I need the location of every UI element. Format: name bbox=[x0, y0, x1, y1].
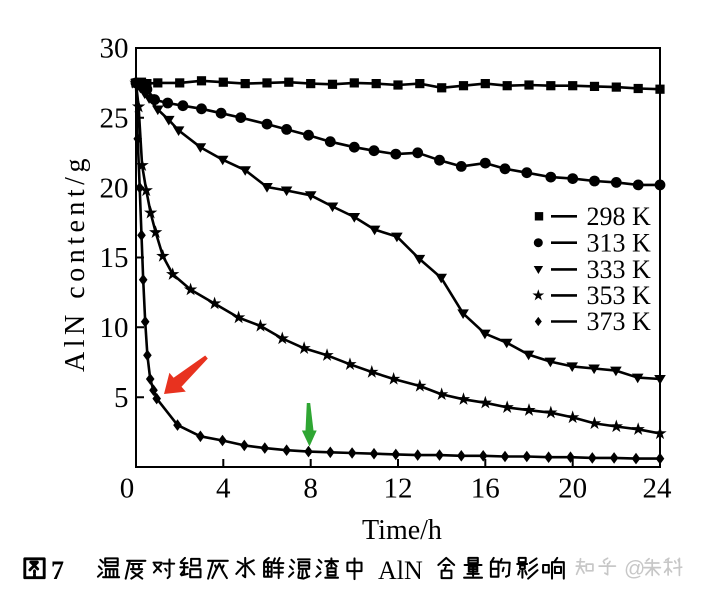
svg-text:7: 7 bbox=[51, 556, 64, 585]
svg-text:16: 16 bbox=[471, 473, 500, 505]
svg-text:313 K: 313 K bbox=[587, 228, 652, 257]
svg-text:5: 5 bbox=[114, 382, 129, 414]
svg-text:353 K: 353 K bbox=[587, 281, 652, 310]
svg-text:8: 8 bbox=[303, 473, 318, 505]
svg-text:10: 10 bbox=[100, 312, 129, 344]
svg-text:12: 12 bbox=[384, 473, 413, 505]
svg-text:@: @ bbox=[624, 558, 645, 581]
svg-text:24: 24 bbox=[643, 473, 673, 505]
svg-text:25: 25 bbox=[100, 102, 129, 134]
svg-text:AlN: AlN bbox=[378, 556, 423, 585]
svg-text:30: 30 bbox=[100, 33, 129, 65]
svg-text:298 K: 298 K bbox=[587, 202, 652, 231]
svg-text:20: 20 bbox=[558, 473, 587, 505]
svg-text:15: 15 bbox=[100, 242, 129, 274]
svg-text:373 K: 373 K bbox=[587, 307, 652, 336]
svg-text:20: 20 bbox=[100, 172, 129, 204]
svg-text:4: 4 bbox=[216, 473, 231, 505]
svg-text:AlN content/g: AlN content/g bbox=[60, 154, 91, 372]
svg-text:0: 0 bbox=[120, 473, 135, 505]
svg-text:Time/h: Time/h bbox=[362, 515, 442, 546]
svg-text:333 K: 333 K bbox=[587, 255, 652, 284]
